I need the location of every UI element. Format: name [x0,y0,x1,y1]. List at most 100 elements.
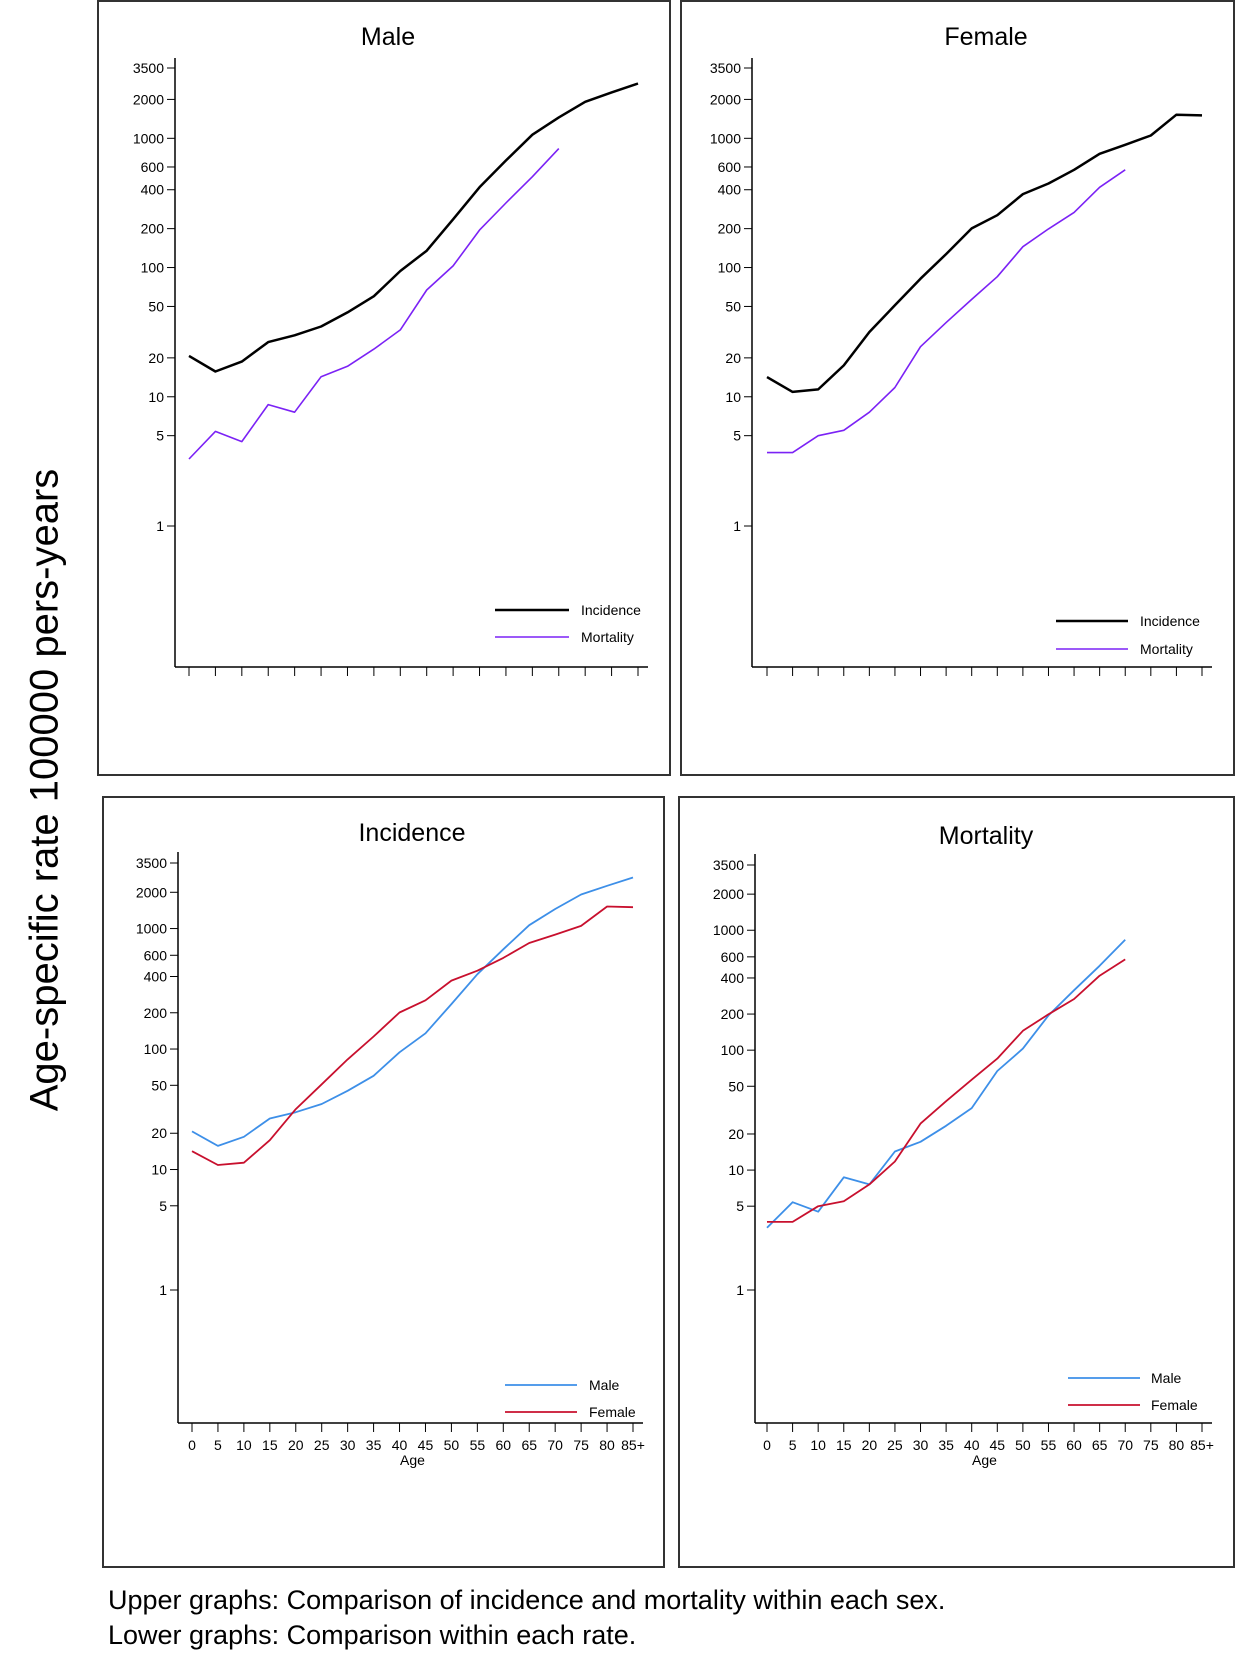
y-tick-label: 5 [736,1198,744,1214]
y-tick-label: 1000 [713,922,744,938]
x-tick-label: 20 [862,1437,878,1453]
y-tick-label: 1000 [133,130,164,146]
y-axis-label: Age-specific rate 100000 pers-years [22,468,67,1112]
legend-label: Female [1151,1397,1198,1413]
y-tick-label: 50 [728,1078,744,1094]
x-tick-label: 35 [366,1437,382,1453]
y-tick-label: 2000 [713,886,744,902]
legend-label: Incidence [1140,613,1200,629]
y-tick-label: 400 [721,970,745,986]
x-tick-label: 30 [340,1437,356,1453]
y-tick-label: 400 [141,182,165,198]
x-tick-label: 15 [262,1437,278,1453]
x-tick-label: 0 [188,1437,196,1453]
y-tick-label: 2000 [710,91,741,107]
y-tick-label: 200 [144,1005,168,1021]
y-tick-label: 600 [141,159,165,175]
x-tick-label: 10 [810,1437,826,1453]
caption-line-2: Lower graphs: Comparison within each rat… [108,1620,637,1650]
y-tick-label: 1000 [710,130,741,146]
panel-male: Male 3500 2000 1000 600 400 200 100 50 20 10 5 1 Inci… [97,0,671,776]
x-tick-label: 65 [521,1437,537,1453]
x-tick-label: 10 [236,1437,252,1453]
panel-title: Mortality [939,822,1034,850]
y-tick-label: 3500 [710,60,741,76]
y-tick-label: 200 [718,221,742,237]
x-tick-label: 55 [1041,1437,1057,1453]
y-tick-label: 100 [144,1041,168,1057]
y-tick-label: 100 [718,260,742,276]
y-tick-label: 600 [718,159,742,175]
y-tick-label: 3500 [136,855,167,871]
y-tick-label: 50 [725,298,741,314]
y-tick-label: 10 [728,1162,744,1178]
x-tick-label: 85+ [1190,1437,1214,1453]
legend-label: Incidence [581,602,641,618]
y-tick-label: 200 [141,221,165,237]
y-tick-label: 50 [151,1077,167,1093]
x-axis-label: Age [400,1452,425,1468]
panel-female: Female 3500 2000 1000 600 400 200 100 50 20 10 5 1 In… [680,0,1235,776]
x-tick-label: 25 [314,1437,330,1453]
y-tick-label: 20 [725,350,741,366]
x-tick-label: 50 [1015,1437,1031,1453]
x-tick-label: 50 [444,1437,460,1453]
y-tick-label: 1 [156,518,164,534]
x-tick-label: 75 [573,1437,589,1453]
y-tick-label: 10 [725,389,741,405]
x-tick-label: 80 [599,1437,615,1453]
panel-mortality: Mortality3500200010006004002001005020105… [678,796,1235,1568]
y-tick-label: 20 [148,350,164,366]
y-tick-label: 1 [159,1282,167,1298]
y-tick-label: 5 [159,1198,167,1214]
series-line-male [766,939,1126,1229]
x-tick-label: 15 [836,1437,852,1453]
panel-title: Incidence [358,819,465,847]
panel-title: Male [361,23,415,51]
y-tick-label: 5 [156,428,164,444]
series-line-incidence [188,82,639,373]
series-line-female [767,958,1126,1223]
y-tick-label: 5 [733,428,741,444]
legend-label: Male [589,1377,620,1393]
x-tick-label: 35 [938,1437,954,1453]
x-tick-label: 45 [418,1437,434,1453]
y-tick-label: 1 [733,518,741,534]
series-line-female [191,905,634,1166]
y-tick-label: 20 [151,1125,167,1141]
y-tick-label: 2000 [136,884,167,900]
x-tick-label: 70 [1117,1437,1133,1453]
x-tick-label: 40 [964,1437,980,1453]
x-tick-label: 65 [1092,1437,1108,1453]
legend-label: Mortality [1140,641,1193,657]
series-line-mortality [188,148,560,460]
series-line-male [191,876,634,1147]
x-tick-label: 75 [1143,1437,1159,1453]
y-tick-label: 1 [736,1282,744,1298]
y-tick-label: 10 [151,1162,167,1178]
legend-label: Female [589,1404,636,1420]
y-tick-label: 600 [721,949,745,965]
y-tick-label: 100 [721,1042,745,1058]
y-tick-label: 1000 [136,921,167,937]
x-tick-label: 40 [392,1437,408,1453]
x-tick-label: 20 [288,1437,304,1453]
x-tick-label: 55 [470,1437,486,1453]
y-tick-label: 600 [144,947,168,963]
legend-label: Male [1151,1370,1182,1386]
y-tick-label: 20 [728,1126,744,1142]
panel-frame [678,796,1235,1568]
x-tick-label: 5 [214,1437,222,1453]
x-tick-label: 60 [496,1437,512,1453]
legend-label: Mortality [581,629,634,645]
x-tick-label: 60 [1066,1437,1082,1453]
panel-incidence: Incidence3500200010006004002001005020105… [102,796,665,1568]
x-tick-label: 0 [763,1437,771,1453]
x-tick-label: 45 [990,1437,1006,1453]
x-tick-label: 80 [1169,1437,1185,1453]
y-tick-label: 200 [721,1006,745,1022]
panel-frame [680,0,1235,776]
y-tick-label: 3500 [713,857,744,873]
x-tick-label: 30 [913,1437,929,1453]
